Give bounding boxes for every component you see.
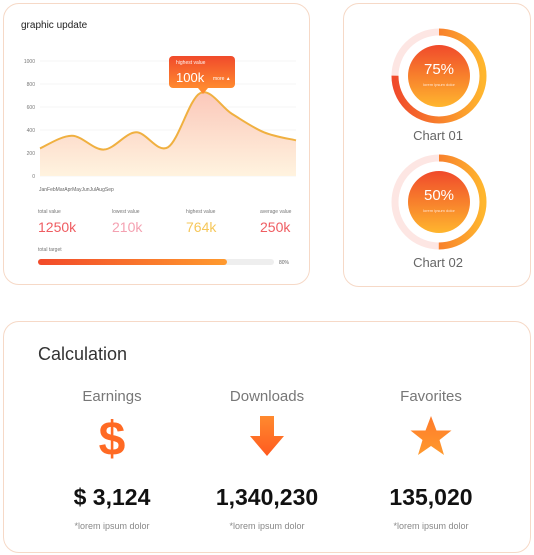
metric-value: 135,020 [389,484,473,510]
metric-value: 1,340,230 [215,484,319,510]
donut-ring-02 [391,154,487,250]
tooltip-title: highest value [176,60,206,66]
y-tick-label: 200 [27,151,36,157]
graph-title: graphic update [21,20,88,31]
metric-note: *lorem ipsum dolor [229,521,305,531]
donut-charts-card: 75% lorem ipsum dolor Chart 01 50% lorem… [343,3,531,287]
donut-label-01: Chart 01 [413,128,463,143]
target-progress-bar [38,259,274,265]
metric-downloads: Downloads 1,340,230 *lorem ipsum dolor [192,388,342,531]
x-axis-labels: JanFebMarAprMayJunJulAugSep [39,187,114,193]
calculation-title: Calculation [38,344,128,364]
stat-total-value: total value 1250k [38,209,118,235]
y-tick-label: 800 [27,82,36,88]
metric-label: Earnings [82,388,142,405]
donut-center [408,171,470,233]
stat-label: highest value [186,209,216,215]
donut-percent: 50% [423,187,455,204]
stat-value: 210k [112,219,143,235]
stat-lowest-value: lowest value 210k [112,209,192,235]
stat-highest-value: highest value 764k [186,209,266,235]
donut-center [408,45,470,107]
stat-value: 1250k [38,219,77,235]
donut-percent: 75% [423,61,455,78]
stat-value: 250k [260,219,291,235]
metric-note: *lorem ipsum dolor [393,521,469,531]
arrow-down-icon [250,416,284,456]
tooltip-sub: more ▲ [213,76,231,82]
donut-chart-01: 75% lorem ipsum dolor [391,28,487,124]
stat-average-value: average value 250k [260,209,340,235]
target-label: total target [38,247,62,253]
star-icon [410,416,452,455]
y-tick-label: 400 [27,128,36,134]
stat-label: average value [260,209,292,215]
donut-ring-01 [391,28,487,124]
donut-label-02: Chart 02 [413,255,463,270]
area-fill [40,92,296,176]
area-chart: 1000 800 600 400 200 0 JanFebMarAprMayJunJulA… [24,59,297,193]
target-progress-fill [38,259,227,265]
metric-favorites: Favorites 135,020 *lorem ipsum dolor [356,388,506,531]
y-tick-label: 1000 [24,59,35,65]
calculation-card: Calculation Earnings $ $ 3,124 *lorem ip… [3,321,531,553]
metric-icon-slot: $ [37,413,187,466]
metric-icon-slot [356,414,506,464]
donut-progress-arc [391,28,487,124]
graphic-update-card: graphic update 1000 800 600 400 200 0 JanFebM… [3,3,310,285]
target-percent: 80% [279,260,290,266]
donut-sub: lorem ipsum dolor [423,208,455,213]
metric-note: *lorem ipsum dolor [74,521,150,531]
donut-sub: lorem ipsum dolor [423,82,455,87]
stat-label: lowest value [112,209,140,215]
stat-label: total value [38,209,61,215]
y-tick-label: 0 [32,174,35,180]
metric-icon-slot [192,414,342,464]
dollar-icon: $ [98,413,126,466]
donut-chart-02: 50% lorem ipsum dolor [391,154,487,250]
stat-value: 764k [186,219,217,235]
metric-label: Downloads [229,388,305,405]
y-tick-label: 600 [27,105,36,111]
donut-progress-arc [391,154,487,250]
series-line [39,91,297,151]
highest-value-tooltip: highest value 100k more ▲ [169,56,235,94]
metric-label: Favorites [400,388,462,405]
metric-value: $ 3,124 [73,484,151,510]
tooltip-value: 100k [176,70,205,85]
metric-earnings: Earnings $ $ 3,124 *lorem ipsum dolor [37,388,187,531]
